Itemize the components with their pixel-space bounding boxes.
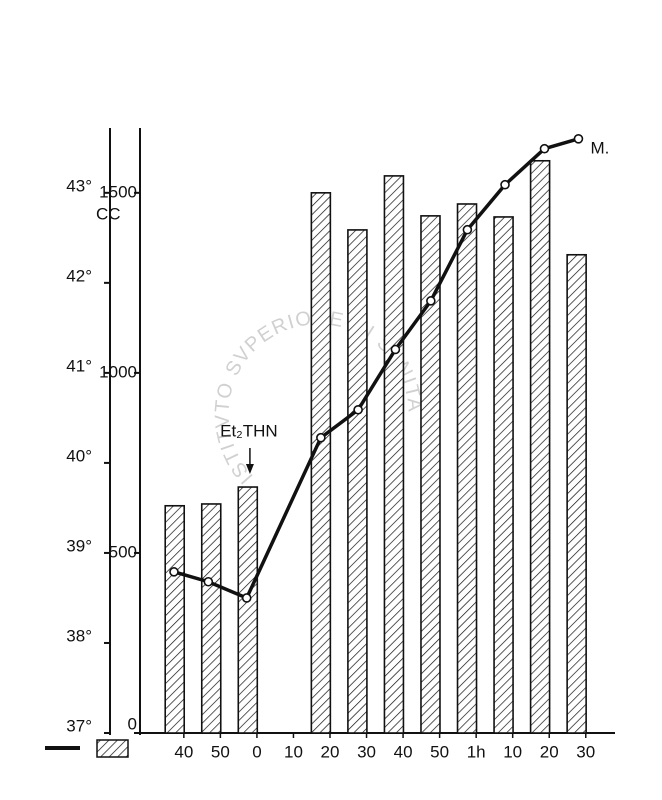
- annotation: Et₂THN: [220, 421, 278, 440]
- y-tick-label: 41°: [66, 356, 92, 375]
- bar: [420, 215, 441, 734]
- bar: [456, 203, 478, 734]
- x-tick-label: 10: [284, 742, 303, 761]
- line-point: [500, 179, 510, 190]
- y-tick-label: 42°: [66, 266, 92, 285]
- y2-tick-label: 1000: [99, 362, 137, 381]
- y-tick-label: 43°: [66, 176, 92, 195]
- line-point: [169, 567, 179, 577]
- line-point: [353, 404, 363, 415]
- bar: [237, 486, 259, 734]
- bar: [310, 192, 332, 734]
- x-tick-label: 1h: [467, 742, 486, 761]
- annotation: M.: [590, 138, 609, 157]
- bar: [383, 175, 405, 734]
- line-point: [426, 296, 436, 306]
- x-tick-label: 30: [576, 742, 595, 761]
- y-tick-label: 39°: [66, 536, 92, 555]
- y2-axis-label: CC: [96, 204, 121, 223]
- y2-tick-label: 500: [109, 542, 137, 561]
- line-point: [462, 224, 473, 235]
- x-tick-label: 50: [430, 742, 449, 761]
- legend-bar-swatch: [96, 739, 129, 758]
- x-tick-label: 40: [174, 742, 193, 761]
- y2-tick-label: 0: [128, 714, 137, 733]
- line-point: [203, 576, 214, 587]
- bar: [566, 253, 587, 734]
- line-point: [390, 344, 401, 355]
- annotation-arrowhead: [245, 464, 254, 474]
- x-tick-label: 0: [252, 742, 261, 761]
- x-tick-label: 40: [394, 742, 413, 761]
- line-point: [573, 134, 584, 144]
- bar: [347, 229, 368, 734]
- x-tick-label: 30: [357, 742, 376, 761]
- line-point: [539, 143, 550, 154]
- x-tick-label: 20: [540, 742, 559, 761]
- x-tick-label: 10: [503, 742, 522, 761]
- bar: [164, 504, 186, 734]
- bar: [529, 159, 551, 734]
- y-tick-label: 38°: [66, 626, 92, 645]
- line-point: [316, 432, 326, 443]
- x-tick-label: 50: [211, 742, 230, 761]
- bar: [200, 503, 222, 734]
- line-point: [241, 593, 252, 603]
- y2-tick-label: 1500: [99, 182, 137, 201]
- y-tick-label: 37°: [66, 716, 92, 735]
- bar: [493, 216, 514, 734]
- x-tick-label: 20: [321, 742, 340, 761]
- y-tick-label: 40°: [66, 446, 92, 465]
